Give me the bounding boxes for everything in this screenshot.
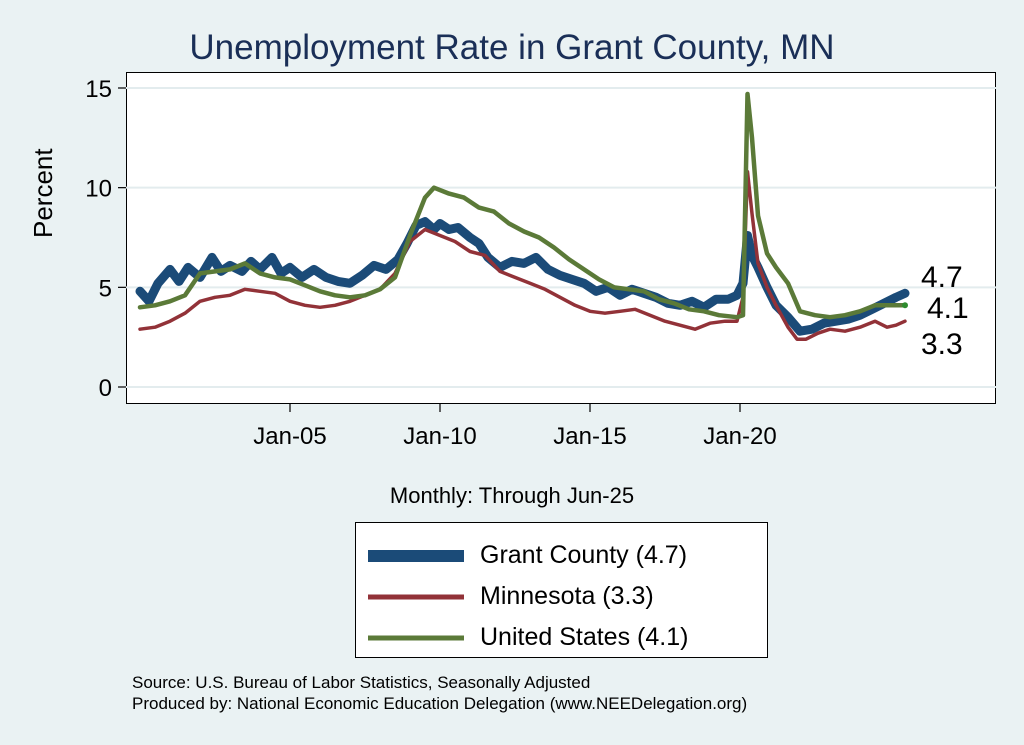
- y-tick-label: 5: [99, 275, 112, 302]
- axis-layer: 0 5 10 15 Jan-05 Jan-10 Jan-15 Jan-20: [85, 76, 776, 450]
- grid-layer: [126, 87, 996, 388]
- legend-label-grant-county: Grant County (4.7): [480, 541, 688, 569]
- source-note: Source: U.S. Bureau of Labor Statistics,…: [132, 672, 747, 714]
- end-label-united-states: 4.1: [927, 292, 969, 325]
- label-layer: 4.7 3.34.1: [921, 261, 969, 361]
- y-tick-label: 0: [99, 375, 112, 402]
- legend-swatch-united-states: [368, 635, 464, 640]
- producer-line: Produced by: National Economic Education…: [132, 694, 748, 713]
- x-tick-label: Jan-05: [253, 423, 326, 450]
- plot-area: [126, 72, 996, 404]
- x-tick-label: Jan-10: [403, 423, 476, 450]
- x-axis-label: Monthly: Through Jun-25: [389, 483, 635, 508]
- series-layer: [135, 91, 910, 341]
- source-line: Source: U.S. Bureau of Labor Statistics,…: [132, 673, 591, 692]
- end-label-grant-county: 4.7: [921, 261, 963, 294]
- y-axis-label: Percent: [28, 148, 58, 238]
- legend-swatch-grant-county: [368, 549, 464, 562]
- legend-swatch-minnesota: [368, 594, 464, 599]
- y-tick-label: 10: [85, 176, 112, 203]
- legend: Grant County (4.7) Minnesota (3.3) Unite…: [355, 522, 768, 658]
- legend-item-minnesota: Minnesota (3.3): [356, 576, 767, 617]
- legend-label-united-states: United States (4.1): [480, 623, 689, 651]
- x-tick-label: Jan-15: [553, 423, 626, 450]
- legend-item-grant-county: Grant County (4.7): [356, 535, 767, 576]
- legend-item-united-states: United States (4.1): [356, 617, 767, 658]
- series-united-states-endpoint: [902, 302, 908, 309]
- x-tick-label: Jan-20: [703, 423, 776, 450]
- series-united-states-line: [137, 91, 908, 320]
- y-tick-label: 15: [85, 76, 112, 103]
- end-label-minnesota: 3.3: [921, 328, 963, 361]
- series-minnesota-line: [138, 169, 907, 341]
- legend-label-minnesota: Minnesota (3.3): [480, 582, 654, 610]
- chart-title: Unemployment Rate in Grant County, MN: [189, 28, 835, 67]
- series-grant-county-line: [135, 217, 910, 336]
